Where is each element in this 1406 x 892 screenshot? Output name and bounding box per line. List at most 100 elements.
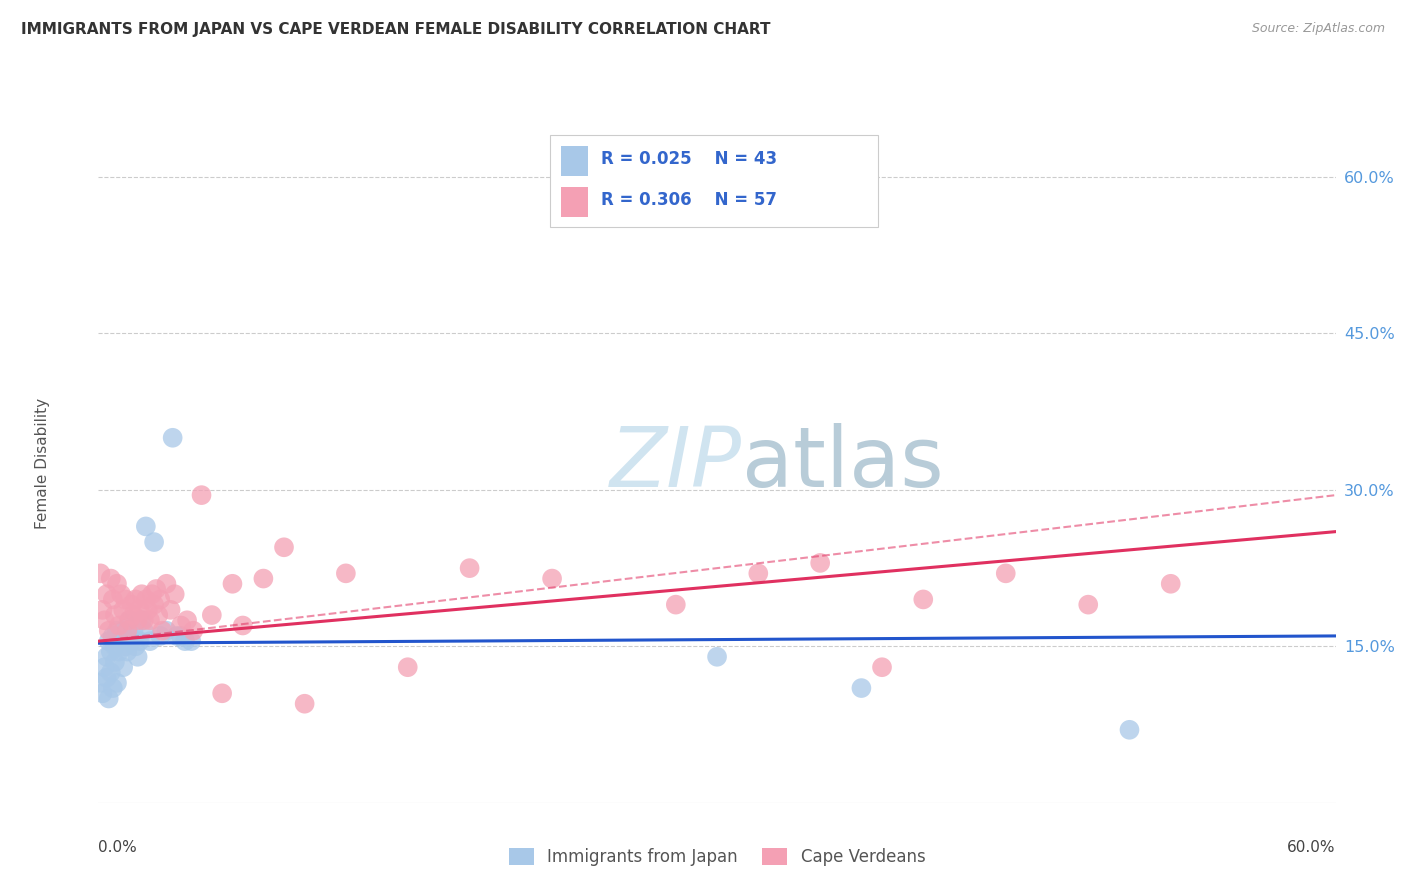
Point bbox=[101, 592, 124, 607]
Point bbox=[93, 660, 115, 674]
Point bbox=[912, 592, 935, 607]
Point bbox=[110, 587, 132, 601]
Legend: Immigrants from Japan, Cape Verdeans: Immigrants from Japan, Cape Verdeans bbox=[502, 841, 932, 872]
Point bbox=[335, 566, 357, 581]
Point bbox=[112, 660, 135, 674]
Point bbox=[108, 618, 131, 632]
Point bbox=[127, 649, 149, 664]
Point bbox=[97, 624, 120, 638]
Point bbox=[105, 676, 128, 690]
Text: Female Disability: Female Disability bbox=[35, 398, 51, 530]
Point bbox=[96, 649, 118, 664]
Point bbox=[128, 634, 150, 648]
Point bbox=[541, 572, 564, 586]
Point bbox=[808, 556, 831, 570]
Point bbox=[211, 686, 233, 700]
Point bbox=[127, 613, 149, 627]
Point bbox=[132, 613, 155, 627]
Point bbox=[131, 587, 153, 601]
Point bbox=[104, 655, 127, 669]
Point bbox=[851, 681, 873, 695]
Text: ZIP: ZIP bbox=[610, 424, 742, 504]
Point bbox=[93, 613, 115, 627]
Point bbox=[141, 587, 163, 601]
Point bbox=[108, 644, 131, 658]
Point bbox=[1077, 598, 1099, 612]
Point bbox=[747, 566, 769, 581]
Point bbox=[163, 587, 186, 601]
Point bbox=[181, 624, 204, 638]
Point bbox=[162, 431, 184, 445]
Point bbox=[174, 634, 197, 648]
Point bbox=[273, 541, 295, 555]
Point bbox=[120, 598, 142, 612]
Point bbox=[665, 598, 688, 612]
Point bbox=[201, 608, 224, 623]
Point bbox=[136, 603, 159, 617]
Point bbox=[96, 671, 118, 685]
Point bbox=[145, 582, 167, 596]
Point bbox=[124, 592, 146, 607]
Point bbox=[149, 629, 172, 643]
Point bbox=[114, 592, 136, 607]
Point bbox=[135, 519, 157, 533]
Point bbox=[105, 624, 128, 638]
Point bbox=[114, 640, 136, 654]
Point bbox=[101, 629, 124, 643]
Point bbox=[149, 592, 172, 607]
Point bbox=[112, 603, 135, 617]
Text: R = 0.025    N = 43: R = 0.025 N = 43 bbox=[600, 150, 776, 169]
Text: Source: ZipAtlas.com: Source: ZipAtlas.com bbox=[1251, 22, 1385, 36]
Point bbox=[97, 691, 120, 706]
Point bbox=[96, 587, 118, 601]
Point bbox=[104, 608, 127, 623]
Point bbox=[122, 624, 145, 638]
Point bbox=[155, 624, 177, 638]
Point bbox=[91, 686, 114, 700]
Point bbox=[120, 634, 142, 648]
Point bbox=[1160, 576, 1182, 591]
Point bbox=[110, 634, 132, 648]
Point bbox=[190, 488, 212, 502]
Text: atlas: atlas bbox=[742, 424, 943, 504]
Point bbox=[118, 613, 141, 627]
Point bbox=[97, 634, 120, 648]
Text: IMMIGRANTS FROM JAPAN VS CAPE VERDEAN FEMALE DISABILITY CORRELATION CHART: IMMIGRANTS FROM JAPAN VS CAPE VERDEAN FE… bbox=[21, 22, 770, 37]
Point bbox=[143, 535, 166, 549]
Point bbox=[155, 576, 177, 591]
Point bbox=[159, 603, 181, 617]
Point bbox=[131, 613, 153, 627]
Point bbox=[132, 624, 155, 638]
Point bbox=[128, 603, 150, 617]
Point bbox=[100, 644, 122, 658]
Point bbox=[170, 629, 193, 643]
Point bbox=[232, 618, 254, 632]
Point bbox=[117, 644, 139, 658]
Point bbox=[100, 665, 122, 680]
Point bbox=[117, 624, 139, 638]
Point bbox=[706, 649, 728, 664]
Point bbox=[118, 629, 141, 643]
Point bbox=[89, 676, 111, 690]
Point bbox=[100, 572, 122, 586]
Point bbox=[166, 629, 188, 643]
Point bbox=[221, 576, 243, 591]
Point bbox=[994, 566, 1017, 581]
Point bbox=[1118, 723, 1140, 737]
Point bbox=[118, 613, 141, 627]
Point bbox=[294, 697, 316, 711]
Point bbox=[112, 624, 135, 638]
Point bbox=[91, 603, 114, 617]
Point bbox=[170, 618, 193, 632]
Text: R = 0.306    N = 57: R = 0.306 N = 57 bbox=[600, 192, 776, 210]
Text: 0.0%: 0.0% bbox=[98, 840, 138, 855]
Point bbox=[122, 608, 145, 623]
Point bbox=[139, 613, 162, 627]
Point bbox=[150, 624, 173, 638]
Point bbox=[104, 640, 127, 654]
Point bbox=[124, 640, 146, 654]
Point bbox=[148, 608, 170, 623]
Point bbox=[396, 660, 419, 674]
Point bbox=[252, 572, 274, 586]
Point bbox=[870, 660, 893, 674]
